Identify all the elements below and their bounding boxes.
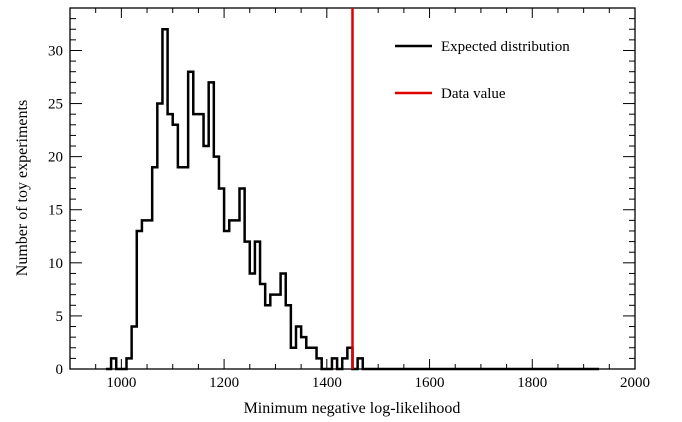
y-tick-label: 30 bbox=[48, 43, 63, 59]
legend-label-data-value: Data value bbox=[441, 86, 506, 102]
x-tick-label: 1400 bbox=[312, 375, 342, 391]
legend: Expected distribution Data value bbox=[395, 39, 570, 102]
legend-label-expected-distribution: Expected distribution bbox=[441, 39, 570, 55]
x-tick-label: 1200 bbox=[209, 375, 239, 391]
x-tick-label: 2000 bbox=[620, 375, 650, 391]
y-axis-ticks bbox=[70, 7, 635, 370]
y-tick-label: 25 bbox=[48, 97, 63, 113]
x-tick-label: 1800 bbox=[517, 375, 547, 391]
y-tick-label: 0 bbox=[56, 362, 64, 378]
x-axis-ticks bbox=[69, 8, 636, 369]
x-tick-label: 1600 bbox=[415, 375, 445, 391]
x-axis-title: Minimum negative log-likelihood bbox=[244, 400, 461, 417]
y-tick-label: 10 bbox=[48, 256, 63, 272]
x-tick-label: 1000 bbox=[106, 375, 136, 391]
x-axis-tick-labels: 1000 1200 1400 1600 1800 2000 bbox=[106, 375, 650, 391]
y-axis-title: Number of toy experiments bbox=[14, 100, 31, 276]
y-tick-label: 15 bbox=[48, 203, 63, 219]
y-axis-tick-labels: 0 5 10 15 20 25 30 bbox=[48, 43, 63, 378]
y-tick-label: 5 bbox=[56, 309, 64, 325]
y-tick-label: 20 bbox=[48, 150, 63, 166]
expected-distribution-histogram bbox=[105, 27, 600, 371]
